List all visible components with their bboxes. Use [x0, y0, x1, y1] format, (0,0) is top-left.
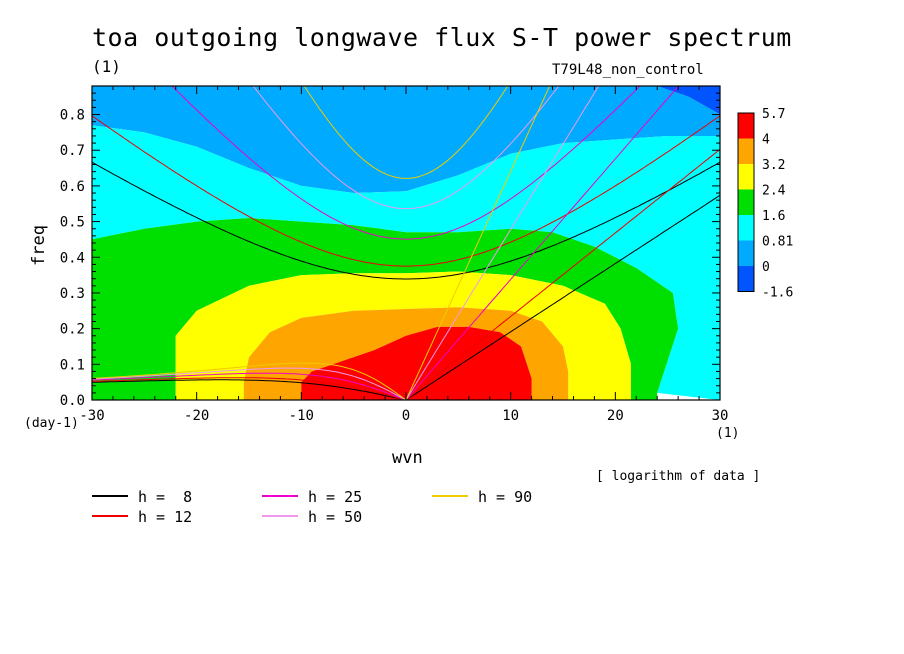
colorbar-swatch-2 [738, 164, 754, 190]
legend-swatch [262, 515, 298, 517]
y-tick-label: 0.4 [60, 250, 85, 266]
contour-region-1 [92, 86, 720, 193]
x-axis-label: wvn [392, 448, 423, 468]
legend-swatch [262, 495, 298, 497]
colorbar-frame [737, 112, 755, 292]
kelvin-curve-h90 [405, 86, 551, 400]
ig-curve-h12 [92, 115, 720, 267]
x-tick-label: -30 [79, 408, 104, 424]
axis-ticks: -30 -20 -10 0 10 20 30 0.0 0.1 0.2 0.3 0.4 0.5 0.6 0.7… [60, 86, 729, 424]
y-tick-label: 0.6 [60, 179, 85, 195]
legend-swatch [92, 515, 128, 517]
title-unit: (1) [92, 57, 121, 76]
log-note: [ logarithm of data ] [596, 469, 761, 484]
rossby-curve-h90 [92, 362, 407, 400]
contour-region-0 [657, 86, 720, 115]
kelvin-curve-h12 [405, 148, 720, 400]
legend-label: h = 50 [308, 508, 363, 526]
rossby-curve-h50 [92, 367, 407, 400]
ig-curve-h50 [252, 86, 560, 210]
x-tick-label: 0 [402, 408, 410, 424]
y-axis-unit: (day-1) [24, 416, 79, 431]
chart-title: toa outgoing longwave flux S-T power spe… [92, 23, 792, 52]
colorbar-label: 0 [762, 260, 770, 275]
colorbar-label: 5.7 [762, 107, 785, 122]
ig-curve-h8 [92, 161, 720, 280]
rossby-curve-h25 [92, 372, 407, 400]
legend-label: h = 8 [138, 488, 193, 506]
colorbar-swatch-6 [738, 266, 754, 292]
colorbar-swatch-5 [738, 240, 754, 266]
contour-region-5 [243, 307, 569, 400]
x-tick-label: -20 [184, 408, 209, 424]
dispersion-curves [92, 86, 720, 400]
contour-region-2 [92, 125, 720, 400]
rossby-curve-h8 [92, 379, 407, 400]
colorbar-swatch-4 [738, 215, 754, 241]
y-tick-label: 0.5 [60, 215, 85, 231]
x-tick-label: -10 [289, 408, 314, 424]
colorbar-label: 1.6 [762, 209, 785, 224]
kelvin-curve-h25 [405, 86, 680, 400]
contour-regions [92, 86, 720, 400]
colorbar-label: 4 [762, 133, 770, 148]
x-tick-label: 30 [712, 408, 729, 424]
contour-region-4 [175, 271, 631, 400]
y-tick-label: 0.7 [60, 143, 85, 159]
contour-region-3 [92, 218, 679, 400]
colorbar-label: 2.4 [762, 184, 786, 199]
x-axis-unit: (1) [716, 426, 740, 441]
colorbar-swatch-0 [738, 113, 754, 139]
kelvin-curve-h8 [405, 194, 720, 400]
x-tick-label: 20 [607, 408, 624, 424]
colorbar-swatch-3 [738, 189, 754, 215]
kelvin-curve-h50 [405, 86, 600, 400]
experiment-name: T79L48_non_control [552, 62, 704, 78]
legend-label: h = 12 [138, 508, 193, 526]
x-tick-label: 10 [502, 408, 519, 424]
legend-swatch [432, 495, 468, 497]
colorbar-label: 0.81 [762, 235, 793, 250]
colorbar: 5.7 4 3.2 2.4 1.6 0.81 0 -1.6 [737, 107, 793, 301]
ig-curve-h90 [303, 86, 509, 179]
colorbar-label: 3.2 [762, 158, 785, 173]
y-tick-label: 0.3 [60, 286, 85, 302]
legend-label: h = 25 [308, 488, 363, 506]
colorbar-label: -1.6 [762, 286, 793, 301]
y-tick-label: 0.2 [60, 322, 85, 338]
y-tick-label: 0.8 [60, 108, 85, 124]
y-tick-label: 0.0 [60, 393, 85, 409]
ig-curve-h25 [171, 86, 641, 240]
rossby-curve-h12 [92, 377, 407, 400]
y-tick-label: 0.1 [60, 357, 85, 373]
colorbar-swatch-1 [738, 138, 754, 164]
legend-swatch [92, 495, 128, 497]
legend-label: h = 90 [478, 488, 533, 506]
